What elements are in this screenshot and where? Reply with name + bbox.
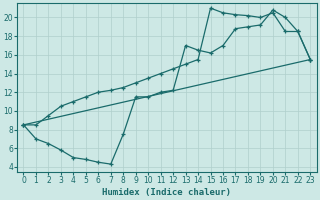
X-axis label: Humidex (Indice chaleur): Humidex (Indice chaleur): [102, 188, 231, 197]
